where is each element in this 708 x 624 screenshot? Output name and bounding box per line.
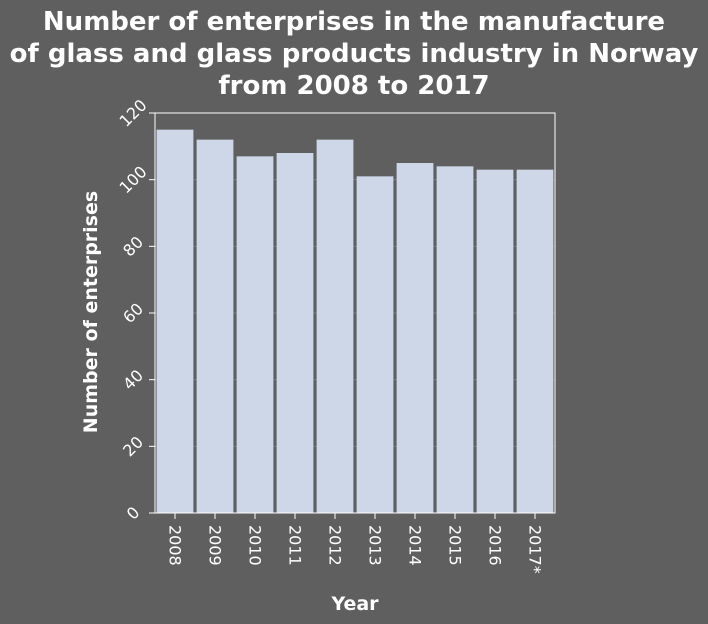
x-tick-label: 2015 [445,525,464,566]
y-tick-label: 0 [123,503,144,524]
bar-2017 [516,169,554,513]
y-tick-label: 40 [119,366,147,394]
x-axis-ticks: 2008 2009 2010 2011 2012 2013 2014 2015 2016 2017… [165,513,544,574]
bar-2011 [276,153,314,513]
x-tick-label: 2016 [485,525,504,566]
y-tick-label: 80 [119,232,147,260]
chart-title-line-3: from 2008 to 2017 [218,71,489,101]
chart-title-line-2: of glass and glass products industry in … [10,39,699,69]
bar-2014 [396,163,434,513]
bar-2010 [236,156,274,514]
bar-2012 [316,139,354,513]
y-tick-label: 100 [116,162,151,197]
chart-title-line-1: Number of enterprises in the manufacture [43,7,665,37]
x-tick-label: 2010 [245,525,264,566]
x-tick-label: 2009 [205,525,224,566]
y-tick-label: 20 [119,432,147,460]
x-tick-label: 2014 [405,525,424,566]
y-axis-ticks: 0 20 40 60 80 100 120 [116,96,155,524]
x-tick-label: 2012 [325,525,344,566]
y-tick-label: 60 [119,299,147,327]
y-axis-label: Number of enterprises [80,191,102,433]
bar-2013 [356,176,394,514]
bar-2016 [476,169,514,513]
x-axis-label: Year [330,593,379,615]
x-tick-label: 2011 [285,525,304,566]
bar-2008 [156,129,194,513]
x-tick-label: 2008 [165,525,184,566]
bars [156,129,554,514]
x-tick-label: 2013 [365,525,384,566]
x-tick-label: 2017* [525,525,544,574]
bar-2015 [436,166,474,514]
bar-2009 [196,139,234,513]
y-tick-label: 120 [116,96,151,131]
